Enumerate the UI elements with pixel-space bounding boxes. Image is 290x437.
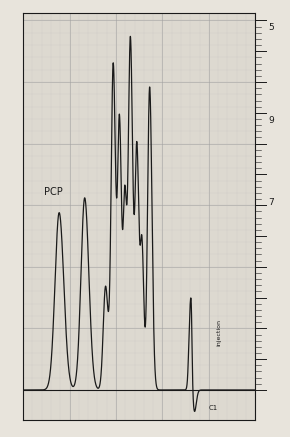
Text: injection: injection xyxy=(217,319,222,347)
Text: 7: 7 xyxy=(268,198,274,207)
Text: 5: 5 xyxy=(268,23,274,32)
Text: 9: 9 xyxy=(268,116,274,125)
Text: PCP: PCP xyxy=(44,187,63,197)
Text: C1: C1 xyxy=(209,405,218,411)
